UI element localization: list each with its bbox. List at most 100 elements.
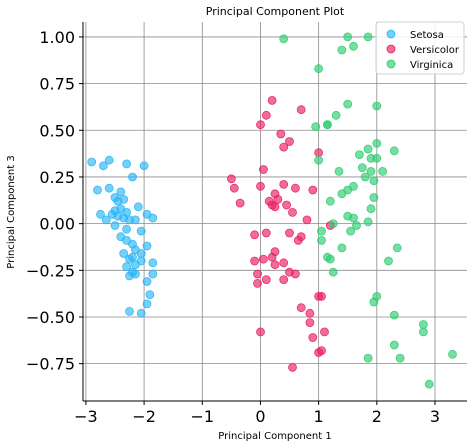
data-point-setosa [96, 209, 105, 219]
data-point-virginica [418, 320, 428, 329]
data-point-setosa [122, 159, 131, 169]
data-point-virginica [395, 353, 405, 363]
data-point-virginica [357, 163, 367, 173]
data-point-setosa [136, 256, 146, 266]
legend-marker-setosa [386, 29, 396, 39]
data-point-virginica [354, 150, 364, 160]
data-point-virginica [331, 110, 341, 120]
grid-lines [83, 22, 467, 401]
data-point-versicolor [250, 230, 260, 240]
x-axis-label: Principal Component 1 [218, 431, 331, 442]
legend-box [375, 21, 465, 75]
data-point-versicolor [282, 200, 292, 210]
data-point-setosa [125, 306, 134, 316]
data-point-virginica [346, 226, 356, 236]
data-points [87, 32, 457, 389]
data-point-setosa [148, 258, 158, 268]
legend-marker-virginica [386, 59, 396, 69]
data-point-virginica [314, 64, 324, 74]
data-point-versicolor [253, 278, 262, 288]
data-point-versicolor [261, 275, 271, 285]
legend-label-setosa: Setosa [410, 30, 444, 41]
data-point-virginica [337, 243, 347, 253]
data-point-virginica [424, 379, 434, 389]
data-point-virginica [418, 327, 428, 337]
legend-label-virginica: Virginica [410, 60, 453, 71]
data-point-setosa [87, 157, 97, 167]
legend-label-versicolor: Versicolor [410, 45, 460, 56]
x-tick-label: 0 [255, 407, 265, 426]
data-point-virginica [352, 221, 361, 230]
data-point-versicolor [314, 348, 324, 357]
data-point-setosa [130, 215, 140, 225]
series-virginica [279, 32, 457, 389]
data-point-versicolor [264, 196, 274, 206]
y-axis-ticks: 1.00 0.75 0.50 0.25 0.00 −0.25 −0.50 −0.75 [26, 28, 83, 374]
data-point-versicolor [317, 291, 326, 301]
data-point-versicolor [226, 174, 236, 184]
data-point-setosa [128, 172, 137, 182]
x-tick-label: 2 [372, 407, 382, 426]
data-point-setosa [104, 183, 114, 193]
data-point-versicolor [308, 185, 318, 195]
data-point-setosa [99, 161, 108, 171]
data-point-versicolor [261, 228, 271, 238]
data-point-virginica [389, 146, 399, 156]
data-point-virginica [360, 172, 370, 182]
data-point-versicolor [270, 260, 280, 270]
data-point-versicolor [279, 179, 289, 189]
data-point-virginica [363, 353, 373, 363]
data-point-virginica [372, 101, 382, 111]
data-point-virginica [369, 297, 379, 307]
x-tick-label: 1 [314, 407, 324, 426]
data-point-setosa [110, 221, 120, 230]
y-tick-label: −0.25 [26, 261, 75, 280]
data-point-virginica [317, 235, 326, 245]
data-point-setosa [93, 185, 102, 195]
y-tick-label: −0.75 [26, 355, 75, 374]
data-point-virginica [366, 166, 376, 176]
data-point-virginica [349, 181, 358, 191]
data-point-virginica [325, 254, 335, 264]
data-point-versicolor [279, 275, 289, 285]
data-point-setosa [145, 290, 155, 300]
data-point-virginica [325, 196, 335, 206]
x-axis-ticks: −3 −2 −1 0 1 2 3 [74, 401, 440, 426]
data-point-versicolor [314, 148, 324, 158]
data-point-versicolor [285, 228, 294, 238]
data-point-virginica [372, 153, 382, 163]
data-point-setosa [119, 194, 129, 204]
chart-title: Principal Component Plot [206, 5, 345, 18]
data-point-virginica [366, 204, 376, 214]
data-point-versicolor [267, 252, 277, 262]
data-point-versicolor [302, 215, 312, 225]
data-point-virginica [369, 193, 379, 202]
data-point-virginica [389, 340, 399, 350]
y-tick-label: −0.50 [26, 308, 75, 327]
data-point-virginica [349, 213, 358, 223]
data-point-virginica [322, 120, 332, 130]
data-point-virginica [334, 166, 344, 176]
legend: Setosa Versicolor Virginica [375, 21, 465, 75]
data-point-versicolor [296, 105, 306, 115]
data-point-versicolor [258, 254, 268, 264]
data-point-virginica [328, 267, 338, 277]
data-point-setosa [136, 308, 146, 318]
data-point-virginica [337, 189, 347, 199]
data-point-virginica [337, 45, 347, 55]
data-point-setosa [130, 269, 140, 279]
data-point-virginica [279, 34, 289, 44]
x-tick-label: −2 [132, 407, 156, 426]
y-tick-label: 0.50 [39, 121, 75, 140]
data-point-versicolor [288, 207, 297, 217]
data-point-setosa [148, 213, 158, 223]
legend-marker-versicolor [386, 44, 396, 54]
data-point-versicolor [293, 235, 303, 245]
data-point-versicolor [256, 327, 265, 337]
x-tick-label: −1 [190, 407, 214, 426]
data-point-setosa [136, 249, 146, 258]
data-point-versicolor [290, 183, 300, 193]
data-point-setosa [122, 262, 131, 272]
data-point-setosa [142, 299, 152, 309]
data-point-setosa [101, 215, 111, 225]
